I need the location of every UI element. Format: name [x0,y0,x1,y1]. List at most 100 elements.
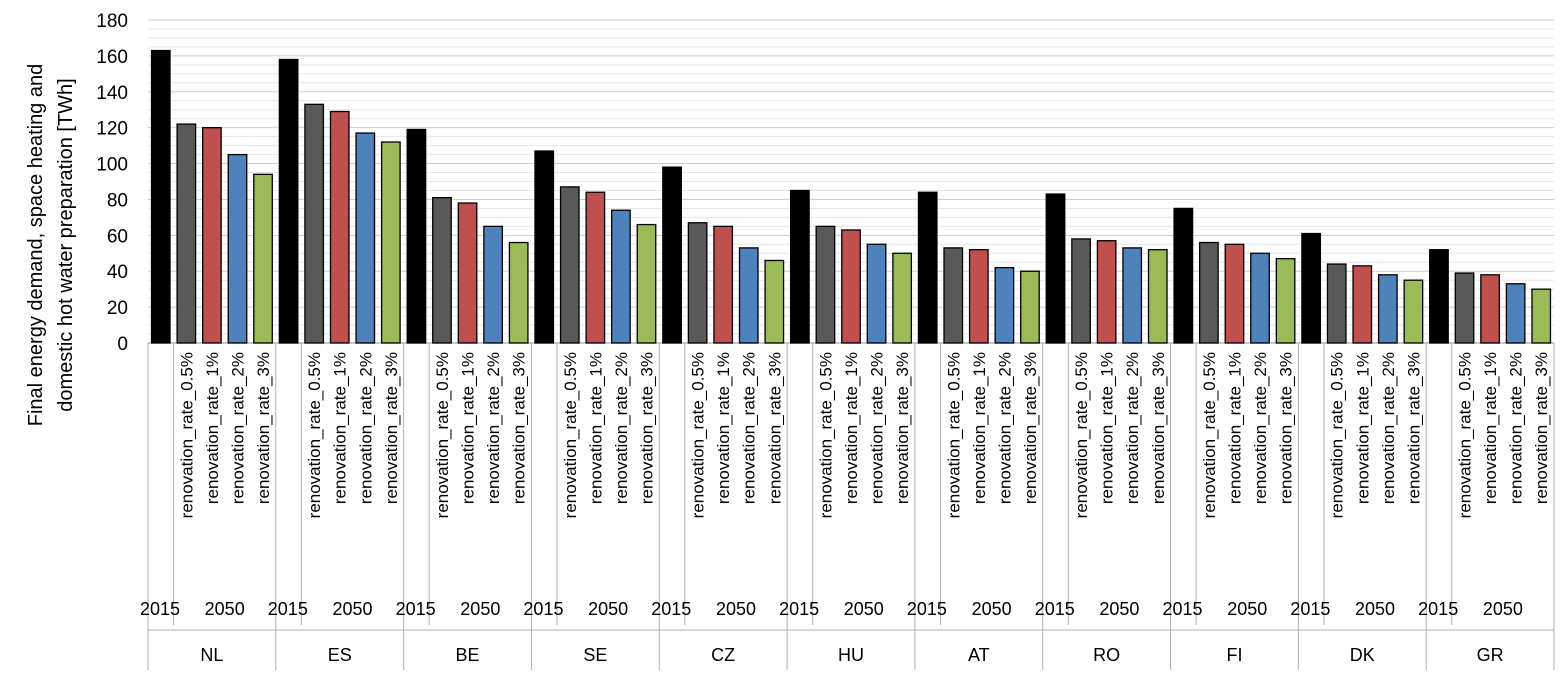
bar-FI-2 [1224,243,1245,344]
scenario-label: renovation_rate_0.5% [1072,352,1091,518]
bar-GR-4 [1531,288,1552,344]
year-label-2050: 2050 [460,599,500,619]
bar-SE-1 [559,186,580,344]
bar-BE-1 [432,196,452,344]
scenario-label: renovation_rate_3% [254,352,273,504]
year-label-2015: 2015 [1290,599,1330,619]
scenario-label: renovation_rate_0.5% [305,352,324,518]
scenario-label: renovation_rate_2% [356,352,375,504]
year-label-2050: 2050 [1355,599,1395,619]
scenario-label: renovation_rate_3% [1532,352,1551,504]
bar-RO-1 [1071,238,1091,344]
country-label-SE: SE [583,645,607,665]
bar-SE-2 [585,191,606,344]
year-label-2015: 2015 [651,599,691,619]
scenario-label: renovation_rate_3% [637,352,656,504]
year-label-2050: 2050 [972,599,1012,619]
scenario-label: renovation_rate_2% [1507,352,1526,504]
bar-ES-2 [329,110,350,344]
scenario-label: renovation_rate_2% [995,352,1014,504]
bar-FI-3 [1250,252,1270,344]
country-label-AT: AT [968,645,990,665]
bar-RO-3 [1122,247,1143,344]
scenario-label: renovation_rate_2% [1123,352,1142,504]
scenario-label: renovation_rate_1% [459,352,478,504]
country-label-GR: GR [1477,645,1504,665]
scenario-label: renovation_rate_0.5% [1328,352,1347,518]
scenario-label: renovation_rate_1% [1353,352,1372,504]
country-label-RO: RO [1093,645,1120,665]
y-tick-label: 60 [107,226,128,247]
y-axis-title: Final energy demand, space heating and d… [25,64,77,426]
bar-BE-2 [457,202,478,344]
scenario-label: renovation_rate_3% [765,352,784,504]
scenario-label: renovation_rate_1% [1481,352,1500,504]
year-label-2050: 2050 [716,599,756,619]
y-tick-label: 100 [96,155,128,176]
bar-ES-1 [304,103,325,344]
bar-AT-2 [968,249,989,344]
bar-AT-4 [1020,270,1040,344]
scenario-label: renovation_rate_2% [612,352,631,504]
bar-ES-4 [380,141,401,344]
bar-GR-3 [1505,283,1526,344]
bar-FI-0 [1173,207,1194,344]
bar-HU-2 [841,229,861,344]
scenario-label: renovation_rate_2% [1379,352,1398,504]
scenario-label: renovation_rate_3% [510,352,529,504]
bar-CZ-3 [738,247,759,344]
bar-AT-1 [943,247,964,344]
y-tick-label: 120 [96,119,128,140]
scenario-label: renovation_rate_3% [1404,352,1423,504]
bar-NL-4 [253,173,273,344]
scenario-label: renovation_rate_2% [740,352,759,504]
bar-NL-3 [227,153,248,344]
year-label-2015: 2015 [396,599,436,619]
year-label-2050: 2050 [1227,599,1267,619]
bar-HU-1 [815,225,836,344]
scenario-label: renovation_rate_2% [868,352,887,504]
bar-FI-1 [1198,241,1219,344]
scenario-label: renovation_rate_1% [331,352,350,504]
year-label-2050: 2050 [1099,599,1139,619]
year-label-2015: 2015 [140,599,180,619]
scenario-label: renovation_rate_0.5% [433,352,452,518]
scenario-label: renovation_rate_2% [1251,352,1270,504]
scenario-label: renovation_rate_1% [970,352,989,504]
y-tick-label: 160 [96,47,128,68]
year-label-2015: 2015 [907,599,947,619]
bar-DK-2 [1352,265,1373,344]
year-label-2050: 2050 [588,599,628,619]
bars [150,49,1552,344]
bar-HU-0 [789,189,810,344]
bar-ES-3 [355,132,376,344]
bar-HU-4 [892,252,913,344]
country-label-ES: ES [328,645,352,665]
bar-RO-0 [1045,193,1066,344]
bar-SE-4 [636,223,657,344]
y-axis-title-line-1: Final energy demand, space heating and [25,64,47,426]
year-label-2050: 2050 [332,599,372,619]
country-label-NL: NL [200,645,223,665]
y-axis-title-line-2: domestic hot water preparation [TWh] [55,78,77,411]
country-label-DK: DK [1350,645,1375,665]
year-label-2050: 2050 [205,599,245,619]
year-label-2015: 2015 [523,599,563,619]
bar-SE-3 [611,209,631,344]
scenario-label: renovation_rate_3% [1149,352,1168,504]
y-tick-label: 20 [107,298,128,319]
bar-CZ-4 [764,259,785,344]
bar-RO-2 [1096,240,1117,344]
bar-NL-0 [150,49,171,344]
country-label-BE: BE [456,645,480,665]
scenario-label: renovation_rate_3% [1021,352,1040,504]
bar-ES-0 [278,58,299,344]
bar-DK-4 [1403,279,1424,344]
bar-CZ-2 [713,225,734,344]
bar-FI-4 [1275,258,1296,344]
year-label-2015: 2015 [1163,599,1203,619]
year-label-2015: 2015 [1418,599,1458,619]
scenario-label: renovation_rate_0.5% [561,352,580,518]
bar-SE-0 [534,150,555,344]
